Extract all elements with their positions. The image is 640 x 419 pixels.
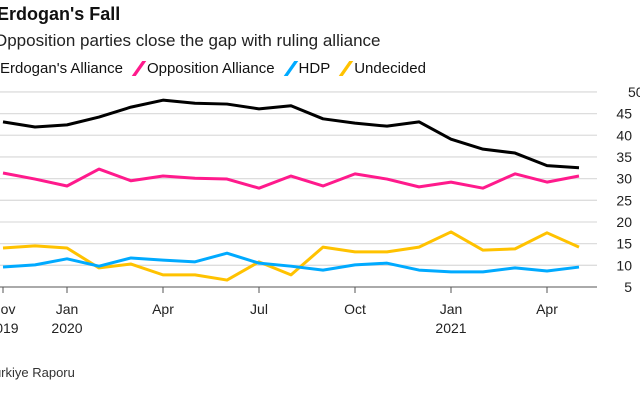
- legend-item-erdogan: Erdogan's Alliance: [0, 60, 123, 77]
- chart-title: Erdogan's Fall: [0, 4, 121, 24]
- y-tick-label: 20: [616, 214, 632, 230]
- x-tick-label: Jan: [56, 301, 79, 317]
- x-tick-label: Oct: [344, 301, 366, 317]
- y-tick-label: 25: [616, 192, 632, 208]
- chart-subtitle: Opposition parties close the gap with ru…: [0, 31, 381, 50]
- series-line-undecided: [2, 230, 580, 282]
- y-tick-label: 40: [616, 127, 632, 143]
- y-tick-label: 15: [616, 236, 632, 252]
- y-tick-label: 30: [616, 171, 632, 187]
- legend-label: Undecided: [354, 60, 426, 77]
- y-tick-label: 5: [624, 279, 632, 295]
- legend: Erdogan's Alliance Opposition Alliance H…: [0, 60, 426, 77]
- legend-item-opposition: Opposition Alliance: [131, 60, 275, 77]
- series-line-hdp: [2, 251, 580, 274]
- x-tick-label: Jan: [440, 301, 463, 317]
- x-tick-label: Apr: [536, 301, 558, 317]
- series-line-erdogan-s-alliance: [2, 98, 580, 170]
- x-tick-year: 2019: [0, 320, 19, 336]
- source-note: Türkiye Raporu: [0, 365, 75, 380]
- y-tick-label: 10: [616, 257, 632, 273]
- legend-item-undecided: Undecided: [338, 60, 426, 77]
- y-tick-label: 35: [616, 149, 632, 165]
- x-tick-label: Nov: [0, 301, 15, 317]
- legend-label: Erdogan's Alliance: [0, 60, 123, 77]
- legend-item-hdp: HDP: [283, 60, 331, 77]
- legend-label: HDP: [298, 60, 331, 77]
- x-tick-year: 2021: [435, 320, 466, 336]
- y-tick-label: 45: [616, 106, 632, 122]
- x-tick-label: Jul: [250, 301, 268, 317]
- y-tick-label: 50: [628, 84, 640, 100]
- x-tick-year: 2020: [51, 320, 82, 336]
- series-line-opposition-alliance: [2, 167, 580, 190]
- x-tick-label: Apr: [152, 301, 174, 317]
- legend-label: Opposition Alliance: [146, 60, 275, 77]
